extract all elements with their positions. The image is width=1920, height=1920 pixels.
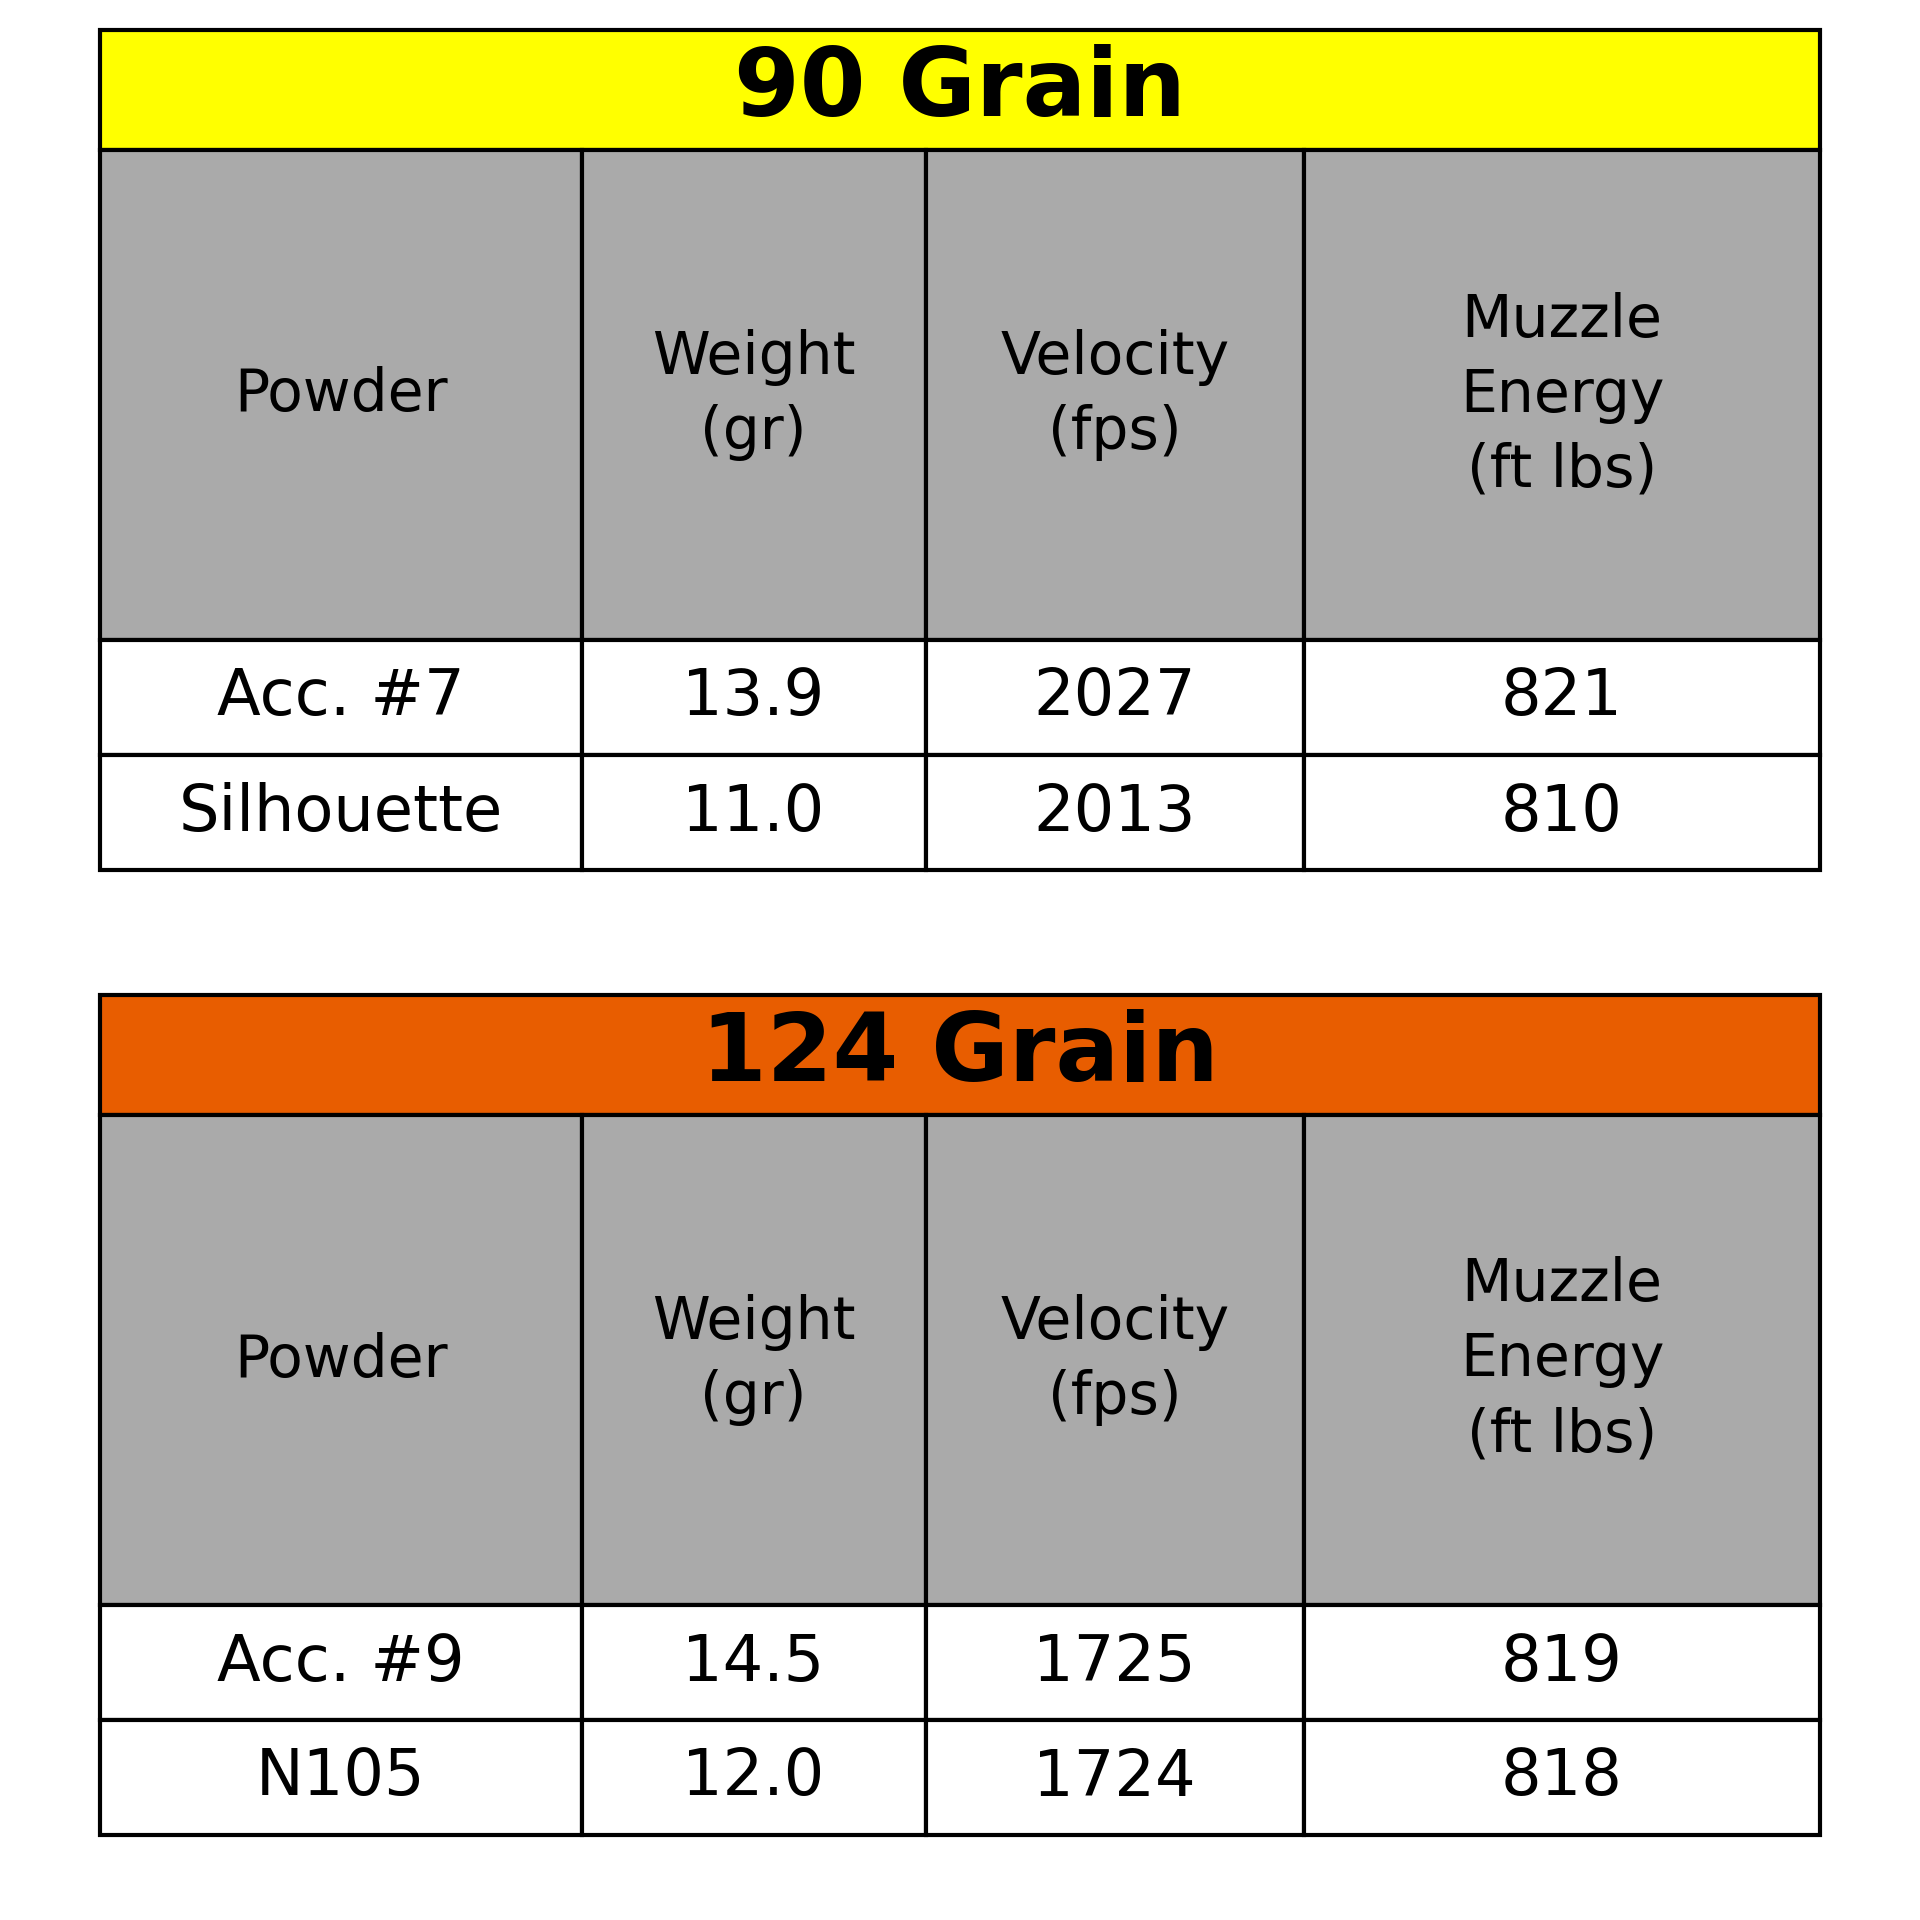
Text: Velocity
(fps): Velocity (fps) (1000, 1294, 1229, 1427)
Bar (100, 31, 1820, 150)
Text: 2013: 2013 (1033, 781, 1196, 843)
Text: Muzzle
Energy
(ft lbs): Muzzle Energy (ft lbs) (1459, 292, 1665, 499)
Bar (582, 1720, 925, 1836)
Text: Muzzle
Energy
(ft lbs): Muzzle Energy (ft lbs) (1459, 1256, 1665, 1463)
Bar (925, 150, 1304, 639)
Bar (100, 755, 582, 870)
Text: Weight
(gr): Weight (gr) (653, 1294, 854, 1427)
Text: Powder: Powder (234, 1331, 447, 1388)
Bar (925, 755, 1304, 870)
Text: 13.9: 13.9 (682, 666, 826, 728)
Bar (100, 995, 1820, 1116)
Bar (925, 1720, 1304, 1836)
Bar (100, 1116, 582, 1605)
Bar (925, 639, 1304, 755)
Bar (100, 1605, 582, 1720)
Text: Powder: Powder (234, 367, 447, 424)
Bar (100, 1720, 582, 1836)
Text: Acc. #9: Acc. #9 (217, 1632, 465, 1693)
Text: 810: 810 (1501, 781, 1622, 843)
Text: Weight
(gr): Weight (gr) (653, 328, 854, 461)
Bar (1304, 1116, 1820, 1605)
Bar (925, 1605, 1304, 1720)
Bar (582, 639, 925, 755)
Bar (1304, 1605, 1820, 1720)
Bar (582, 1116, 925, 1605)
Bar (100, 639, 582, 755)
Bar (1304, 755, 1820, 870)
Text: 1725: 1725 (1033, 1632, 1196, 1693)
Text: 1724: 1724 (1033, 1747, 1196, 1809)
Bar (582, 755, 925, 870)
Text: 11.0: 11.0 (682, 781, 826, 843)
Bar (1304, 1720, 1820, 1836)
Text: Acc. #7: Acc. #7 (217, 666, 465, 728)
Text: Silhouette: Silhouette (179, 781, 503, 843)
Bar (582, 1605, 925, 1720)
Bar (1304, 639, 1820, 755)
Bar (925, 1116, 1304, 1605)
Text: 12.0: 12.0 (682, 1747, 826, 1809)
Text: N105: N105 (255, 1747, 426, 1809)
Text: 819: 819 (1501, 1632, 1622, 1693)
Bar (582, 150, 925, 639)
Text: 2027: 2027 (1033, 666, 1196, 728)
Text: 124 Grain: 124 Grain (701, 1010, 1219, 1100)
Text: 14.5: 14.5 (682, 1632, 826, 1693)
Text: 821: 821 (1501, 666, 1622, 728)
Bar (1304, 150, 1820, 639)
Bar (100, 150, 582, 639)
Text: 90 Grain: 90 Grain (733, 44, 1187, 136)
Text: 818: 818 (1501, 1747, 1622, 1809)
Text: Velocity
(fps): Velocity (fps) (1000, 328, 1229, 461)
